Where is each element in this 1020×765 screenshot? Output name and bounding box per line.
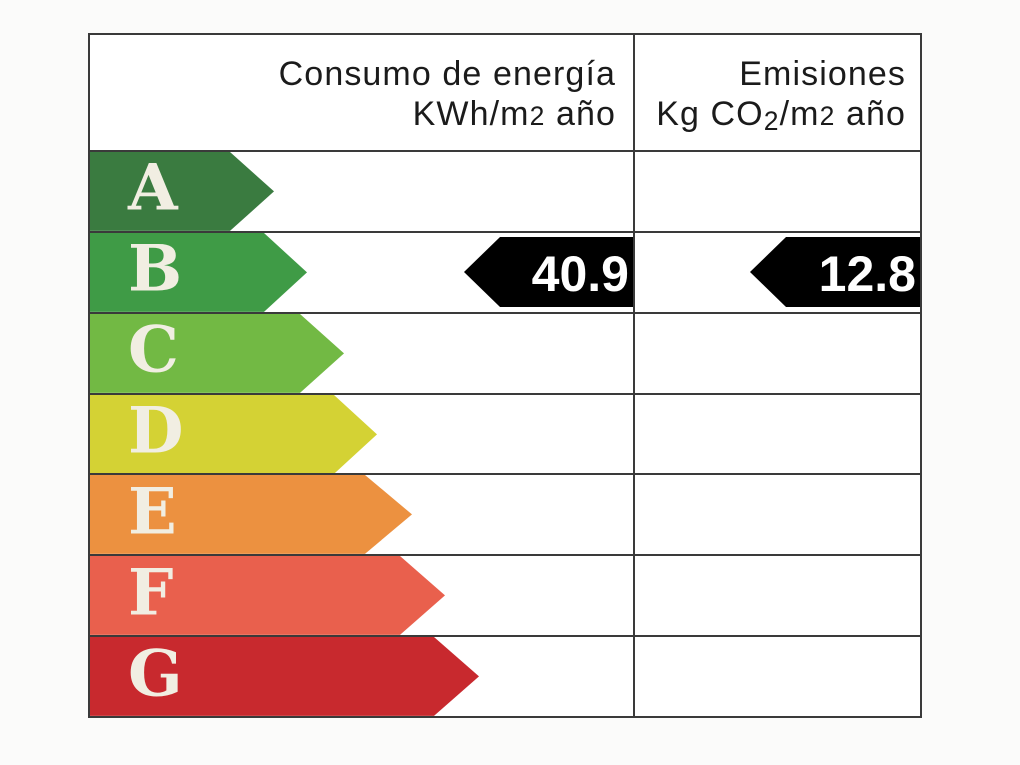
header-emissions-column: Emisiones Kg CO2/m2 año bbox=[635, 35, 920, 150]
header-emissions-title: Emisiones bbox=[739, 55, 906, 93]
rating-row-g: G bbox=[90, 635, 920, 717]
header-energy-unit: KWh/m2 año bbox=[412, 95, 616, 133]
rating-table: Consumo de energía KWh/m2 año Emisiones … bbox=[88, 33, 922, 718]
grade-letter-f: F bbox=[128, 555, 174, 631]
indicator-emissions-value: 12.8 bbox=[818, 246, 916, 303]
indicator-emissions-arrow-icon bbox=[750, 237, 920, 308]
header-energy-title: Consumo de energía bbox=[278, 55, 616, 93]
indicator-emissions: 12.8 bbox=[750, 237, 920, 308]
grade-letter-g: G bbox=[128, 636, 183, 712]
rating-arrow-a-icon bbox=[90, 152, 274, 231]
grade-letter-b: B bbox=[128, 231, 183, 307]
indicator-energy-value: 40.9 bbox=[531, 246, 629, 303]
indicator-energy: 40.9 bbox=[464, 237, 633, 308]
indicator-energy-arrow-icon bbox=[464, 237, 633, 308]
rating-rows: A B 40.9 12.8 C D E F G bbox=[90, 152, 920, 717]
rating-arrow-g-icon bbox=[90, 637, 479, 717]
rating-row-b: B 40.9 12.8 bbox=[90, 230, 920, 312]
header-emissions-unit: Kg CO2/m2 año bbox=[656, 95, 906, 136]
rating-arrow-c-icon bbox=[90, 313, 344, 393]
rating-arrow-d-icon bbox=[90, 394, 377, 474]
rating-row-a: A bbox=[90, 152, 920, 231]
grade-letter-e: E bbox=[128, 474, 177, 550]
table-header: Consumo de energía KWh/m2 año Emisiones … bbox=[90, 35, 920, 152]
rating-row-d: D bbox=[90, 392, 920, 474]
rating-arrow-b-icon bbox=[90, 232, 307, 312]
grade-letter-d: D bbox=[128, 393, 184, 469]
grade-letter-a: A bbox=[128, 150, 178, 226]
rating-row-f: F bbox=[90, 554, 920, 636]
rating-row-e: E bbox=[90, 473, 920, 555]
header-energy-column: Consumo de energía KWh/m2 año bbox=[90, 35, 635, 150]
column-divider bbox=[633, 35, 635, 716]
rating-arrow-f-icon bbox=[90, 556, 445, 636]
grade-letter-c: C bbox=[128, 312, 179, 388]
rating-arrow-e-icon bbox=[90, 475, 412, 555]
rating-row-c: C bbox=[90, 311, 920, 393]
